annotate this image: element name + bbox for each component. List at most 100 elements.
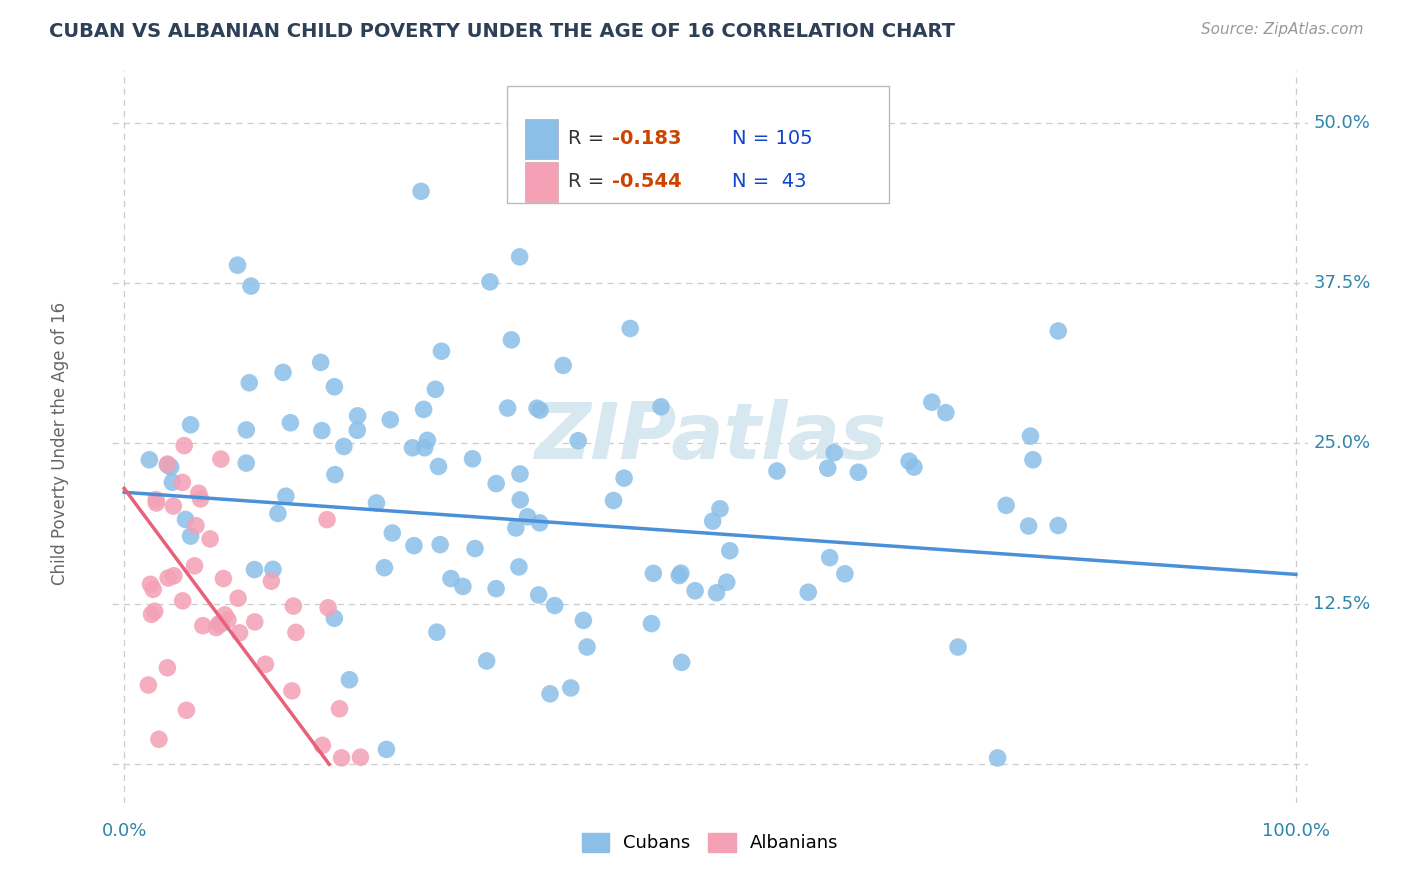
Point: [823, 446, 845, 460]
Point: [509, 467, 531, 481]
Text: 12.5%: 12.5%: [1313, 595, 1371, 613]
Point: [280, 416, 302, 430]
Bar: [524, 119, 558, 159]
Point: [214, 607, 236, 622]
Point: [401, 441, 423, 455]
Point: [328, 702, 350, 716]
Point: [553, 359, 575, 373]
Point: [174, 512, 197, 526]
FancyBboxPatch shape: [508, 86, 889, 203]
Point: [702, 514, 724, 528]
Point: [157, 571, 180, 585]
Point: [190, 491, 212, 506]
Point: [1047, 324, 1070, 338]
Point: [1047, 518, 1070, 533]
Point: [619, 321, 641, 335]
Point: [527, 588, 550, 602]
Point: [262, 562, 284, 576]
Point: [212, 572, 235, 586]
Point: [198, 532, 221, 546]
Point: [366, 496, 388, 510]
Point: [176, 703, 198, 717]
Point: [243, 563, 266, 577]
Text: ZIPatlas: ZIPatlas: [534, 399, 886, 475]
Point: [903, 460, 925, 475]
Point: [145, 492, 167, 507]
Point: [643, 566, 665, 581]
Point: [543, 599, 565, 613]
Point: [529, 403, 551, 417]
Point: [440, 572, 463, 586]
Point: [1018, 519, 1040, 533]
Point: [766, 464, 789, 478]
Point: [706, 586, 728, 600]
Point: [309, 355, 332, 369]
Point: [162, 475, 184, 490]
Text: Source: ZipAtlas.com: Source: ZipAtlas.com: [1201, 22, 1364, 37]
Point: [145, 496, 167, 510]
Text: R =: R =: [568, 129, 610, 148]
Point: [209, 452, 232, 467]
Point: [602, 493, 624, 508]
Point: [402, 539, 425, 553]
Point: [238, 376, 260, 390]
Point: [209, 616, 232, 631]
Point: [156, 661, 179, 675]
Point: [260, 574, 283, 589]
Point: [373, 560, 395, 574]
Point: [509, 492, 531, 507]
Point: [172, 475, 194, 490]
Point: [496, 401, 519, 415]
Point: [485, 476, 508, 491]
Point: [180, 417, 202, 432]
Text: 50.0%: 50.0%: [1313, 113, 1371, 132]
Point: [526, 401, 548, 416]
Text: CUBAN VS ALBANIAN CHILD POVERTY UNDER THE AGE OF 16 CORRELATION CHART: CUBAN VS ALBANIAN CHILD POVERTY UNDER TH…: [49, 22, 955, 41]
Point: [509, 250, 531, 264]
Point: [413, 441, 436, 455]
Point: [323, 611, 346, 625]
Point: [330, 751, 353, 765]
Point: [669, 566, 692, 581]
Point: [208, 617, 231, 632]
Point: [560, 681, 582, 695]
Point: [529, 516, 551, 530]
Point: [267, 507, 290, 521]
Point: [156, 457, 179, 471]
Point: [333, 440, 356, 454]
Point: [159, 460, 181, 475]
Point: [1022, 452, 1045, 467]
Point: [271, 365, 294, 379]
Point: [995, 499, 1018, 513]
Point: [142, 582, 165, 597]
Point: [323, 467, 346, 482]
Point: [572, 613, 595, 627]
Point: [640, 616, 662, 631]
Point: [339, 673, 361, 687]
Point: [946, 640, 969, 654]
Point: [516, 509, 538, 524]
Point: [430, 344, 453, 359]
Point: [183, 558, 205, 573]
Text: 25.0%: 25.0%: [1313, 434, 1371, 452]
Text: Child Poverty Under the Age of 16: Child Poverty Under the Age of 16: [51, 301, 69, 585]
Point: [426, 625, 449, 640]
Point: [254, 657, 277, 672]
Point: [156, 458, 179, 472]
Point: [316, 513, 339, 527]
Point: [409, 184, 432, 198]
Point: [716, 575, 738, 590]
Point: [427, 459, 450, 474]
Text: 100.0%: 100.0%: [1261, 822, 1330, 840]
Point: [281, 684, 304, 698]
Point: [501, 333, 523, 347]
Text: 0.0%: 0.0%: [101, 822, 146, 840]
Point: [139, 577, 162, 591]
Point: [834, 566, 856, 581]
Point: [987, 751, 1010, 765]
Point: [650, 400, 672, 414]
Point: [316, 600, 339, 615]
Point: [818, 550, 841, 565]
Point: [240, 279, 263, 293]
Point: [485, 582, 508, 596]
